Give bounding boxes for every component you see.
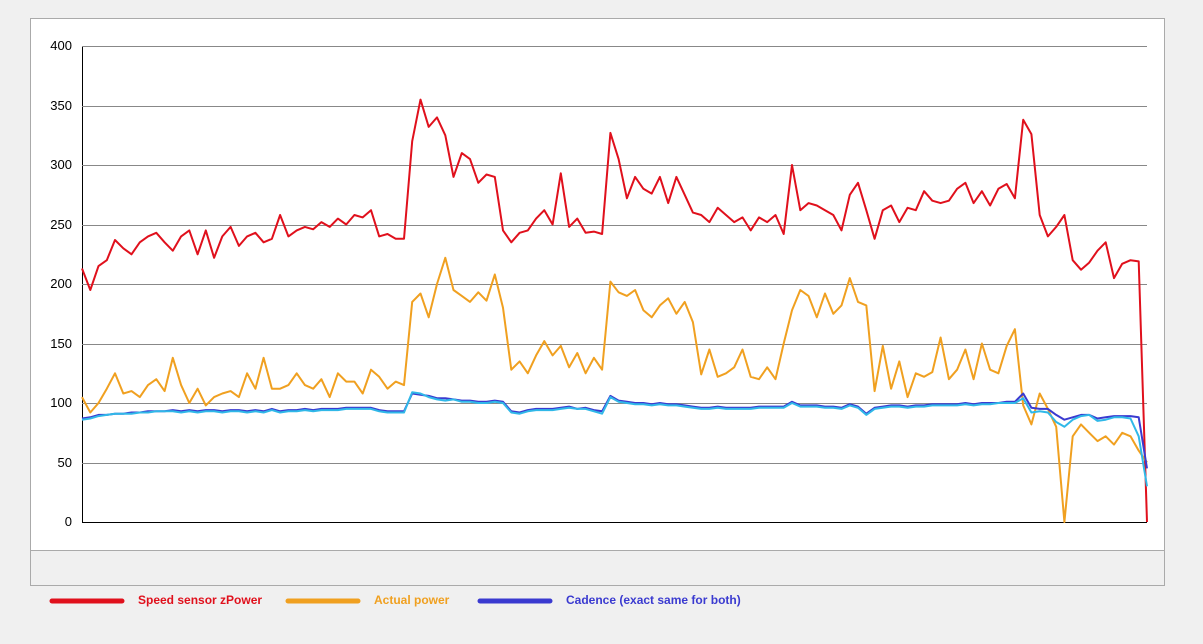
y-tick-label: 50: [58, 455, 72, 470]
y-tick-label: 100: [50, 395, 72, 410]
y-tick-label: 0: [65, 514, 72, 529]
y-tick-label: 250: [50, 217, 72, 232]
series-line: [81, 392, 1148, 469]
y-tick-label: 350: [50, 98, 72, 113]
chart-frame: [30, 18, 1165, 586]
y-tick-label: 400: [50, 38, 72, 53]
legend-label: Actual power: [374, 593, 450, 607]
legend-label: Cadence (exact same for both): [566, 593, 741, 607]
series-line: [81, 391, 1148, 487]
y-tick-label: 300: [50, 157, 72, 172]
axis-strip: [30, 550, 1165, 586]
series-line: [81, 256, 1148, 523]
y-tick-label: 200: [50, 276, 72, 291]
y-tick-label: 150: [50, 336, 72, 351]
legend-label: Speed sensor zPower: [138, 593, 262, 607]
series-line: [81, 98, 1148, 523]
